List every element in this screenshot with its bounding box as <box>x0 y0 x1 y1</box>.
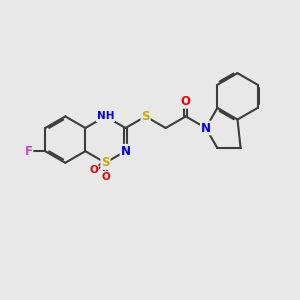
Text: S: S <box>101 156 110 169</box>
Text: N: N <box>121 145 130 158</box>
Text: O: O <box>101 172 110 182</box>
Text: O: O <box>181 95 191 108</box>
Text: O: O <box>89 165 98 175</box>
Text: N: N <box>201 122 211 134</box>
Text: F: F <box>25 145 32 158</box>
Text: S: S <box>141 110 150 123</box>
Text: NH: NH <box>97 111 114 122</box>
